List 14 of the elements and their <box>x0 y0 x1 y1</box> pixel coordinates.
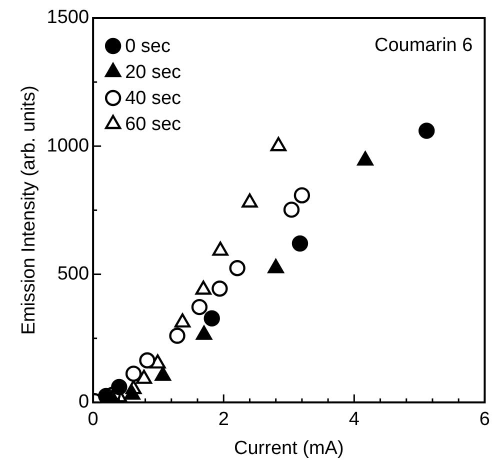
x-tick-label: 4 <box>348 409 360 430</box>
legend-label: 40 sec <box>125 88 182 110</box>
y-tick-label: 500 <box>57 264 90 284</box>
y-axis-title: Emission Intensity (arb. units) <box>18 86 40 335</box>
annotation: Coumarin 6 <box>374 35 473 56</box>
y-tick-label: 1000 <box>46 135 90 156</box>
x-tick-label: 2 <box>218 409 229 430</box>
x-tick-label: 6 <box>479 409 490 430</box>
legend-label: 0 sec <box>125 36 170 58</box>
y-tick-label: 1500 <box>46 7 90 28</box>
y-tick-label: 0 <box>78 392 90 413</box>
x-axis-title: Current (mA) <box>234 438 344 459</box>
legend-label: 20 sec <box>125 62 182 84</box>
legend-label: 60 sec <box>125 114 182 136</box>
